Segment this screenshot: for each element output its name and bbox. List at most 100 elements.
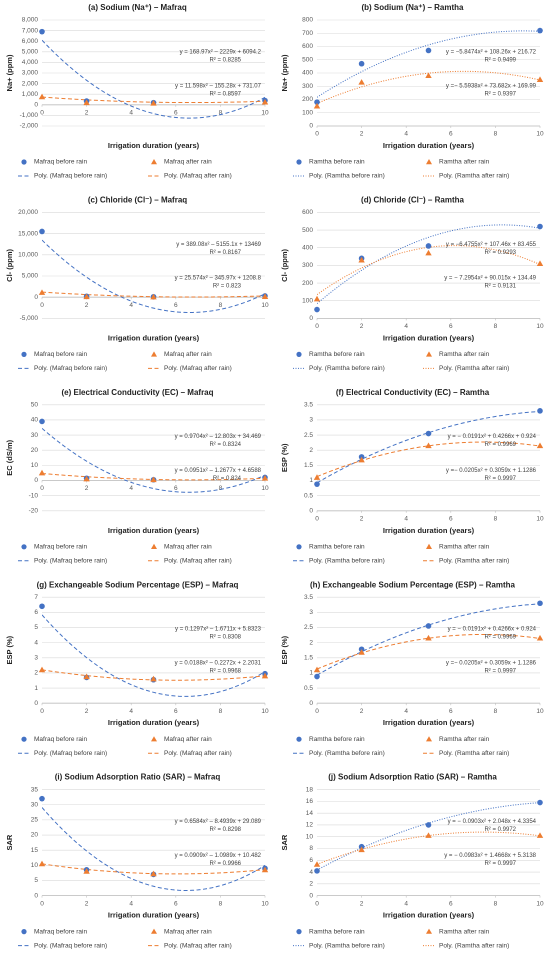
panel-title: (b) Sodium (Na⁺) – Ramtha	[361, 3, 464, 12]
r-squared: R² = 0.9131	[484, 284, 516, 290]
panel: (b) Sodium (Na⁺) – Ramtha Na+ (ppm) Irriga…	[280, 3, 544, 180]
marker	[314, 673, 320, 680]
legend-label: Ramtha before rain	[309, 736, 365, 743]
y-tick-label: 100	[302, 297, 313, 304]
r-squared: R² = 0.8308	[209, 635, 241, 641]
x-tick-label: 6	[174, 485, 178, 492]
y-tick-label: 10,000	[18, 252, 38, 259]
trendline	[42, 239, 265, 313]
x-tick-label: 2	[360, 516, 364, 523]
x-tick-label: 4	[129, 900, 133, 907]
panel-title: (f) Electrical Conductivity (EC) – Ramth…	[336, 388, 490, 397]
x-tick-label: 8	[219, 110, 223, 117]
x-tick-label: 0	[40, 708, 44, 715]
y-axis-label: Cl- (ppm)	[5, 248, 14, 281]
y-tick-label: 1	[34, 685, 38, 692]
r-squared: R² = 0.9499	[484, 57, 516, 63]
x-tick-label: 10	[536, 900, 544, 907]
x-tick-label: 6	[174, 302, 178, 309]
legend-label: Ramtha after rain	[439, 159, 490, 166]
panel-title: (i) Sodium Adsorption Ratio (SAR) – Mafr…	[55, 773, 221, 782]
x-tick-label: 4	[404, 323, 408, 330]
y-tick-label: 2	[34, 670, 38, 677]
x-axis-label: Irrigation duration (years)	[108, 911, 200, 920]
marker	[425, 243, 432, 249]
x-tick-label: 2	[360, 708, 364, 715]
x-tick-label: 10	[536, 708, 544, 715]
trendline	[42, 614, 265, 697]
equation: y = 0.9704x² – 12.803x + 34.469	[175, 434, 262, 440]
marker	[425, 832, 432, 838]
x-tick-label: 0	[40, 485, 44, 492]
legend-marker	[296, 929, 302, 935]
y-tick-label: 0	[34, 892, 38, 899]
y-tick-label: 12	[306, 822, 314, 829]
x-tick-label: 10	[536, 323, 544, 330]
r-squared: R² = 0.9997	[484, 668, 516, 674]
x-axis-label: Irrigation duration (years)	[383, 333, 475, 342]
legend-marker	[21, 929, 27, 935]
y-tick-label: 4	[309, 869, 313, 876]
y-tick-label: 0	[309, 700, 313, 707]
marker	[261, 98, 269, 105]
panel-title: (e) Electrical Conductivity (EC) – Mafra…	[61, 388, 213, 397]
legend-label: Mafraq before rain	[34, 736, 87, 743]
y-tick-label: 40	[31, 417, 39, 424]
legend-label: Mafraq before rain	[34, 159, 87, 166]
legend-label: Ramtha after rain	[439, 736, 490, 743]
marker	[38, 469, 46, 476]
y-tick-label: 1.5	[304, 654, 313, 661]
y-tick-label: 50	[31, 402, 39, 409]
y-tick-label: 2	[309, 639, 313, 646]
marker	[313, 474, 321, 480]
marker	[150, 675, 157, 682]
x-axis-label: Irrigation duration (years)	[383, 718, 475, 727]
x-tick-label: 4	[129, 708, 133, 715]
x-tick-label: 0	[40, 302, 44, 309]
y-tick-label: 5,000	[22, 49, 39, 56]
r-squared: R² = 0.9972	[484, 827, 516, 833]
x-tick-label: 0	[315, 323, 319, 330]
legend-marker	[426, 159, 432, 165]
y-tick-label: 0	[309, 315, 313, 322]
x-tick-label: 10	[261, 110, 269, 117]
panel-title: (h) Exchangeable Sodium Percentage (ESP)…	[310, 580, 515, 589]
legend-label: Poly. (Ramtha before rain)	[309, 942, 385, 949]
x-tick-label: 6	[449, 131, 453, 138]
x-tick-label: 8	[219, 900, 223, 907]
y-tick-label: 3,000	[22, 70, 39, 77]
marker	[314, 868, 320, 874]
y-tick-label: -1,000	[20, 112, 39, 119]
legend-label: Ramtha before rain	[309, 928, 365, 935]
y-tick-label: 400	[302, 244, 313, 251]
x-tick-label: 6	[449, 323, 453, 330]
marker	[425, 623, 432, 629]
panel: (f) Electrical Conductivity (EC) – Ramth…	[280, 388, 544, 565]
y-tick-label: 20	[31, 447, 39, 454]
x-axis-label: Irrigation duration (years)	[383, 526, 475, 535]
legend-label: Poly. (Ramtha before rain)	[309, 558, 385, 565]
legend-marker	[296, 159, 302, 165]
y-tick-label: 25	[31, 817, 39, 824]
marker	[83, 673, 90, 680]
marker	[313, 861, 321, 867]
y-axis-label: EC (dS/m)	[5, 439, 14, 475]
y-tick-label: 7,000	[22, 27, 39, 34]
x-tick-label: 4	[404, 131, 408, 138]
panel: (a) Sodium (Na⁺) – Mafraq Na+ (ppm) Irriga…	[5, 3, 269, 180]
panel: (i) Sodium Adsorption Ratio (SAR) – Mafr…	[5, 773, 269, 950]
x-axis-label: Irrigation duration (years)	[108, 718, 200, 727]
marker	[536, 76, 544, 83]
marker	[536, 832, 544, 838]
r-squared: R² = 0.823	[213, 284, 242, 290]
marker	[425, 442, 432, 449]
panel: (d) Chloride (Cl⁻) – Ramtha Cl- (ppm) Irri…	[280, 196, 544, 373]
x-tick-label: 6	[449, 900, 453, 907]
y-tick-label: 15	[31, 847, 39, 854]
y-axis-label: SAR	[5, 834, 14, 850]
equation: y = 0.0909x² – 1.0989x + 10.482	[175, 853, 262, 859]
marker	[38, 93, 46, 100]
panel-title: (g) Exchangeable Sodium Percentage (ESP)…	[37, 580, 239, 589]
marker	[537, 600, 543, 607]
